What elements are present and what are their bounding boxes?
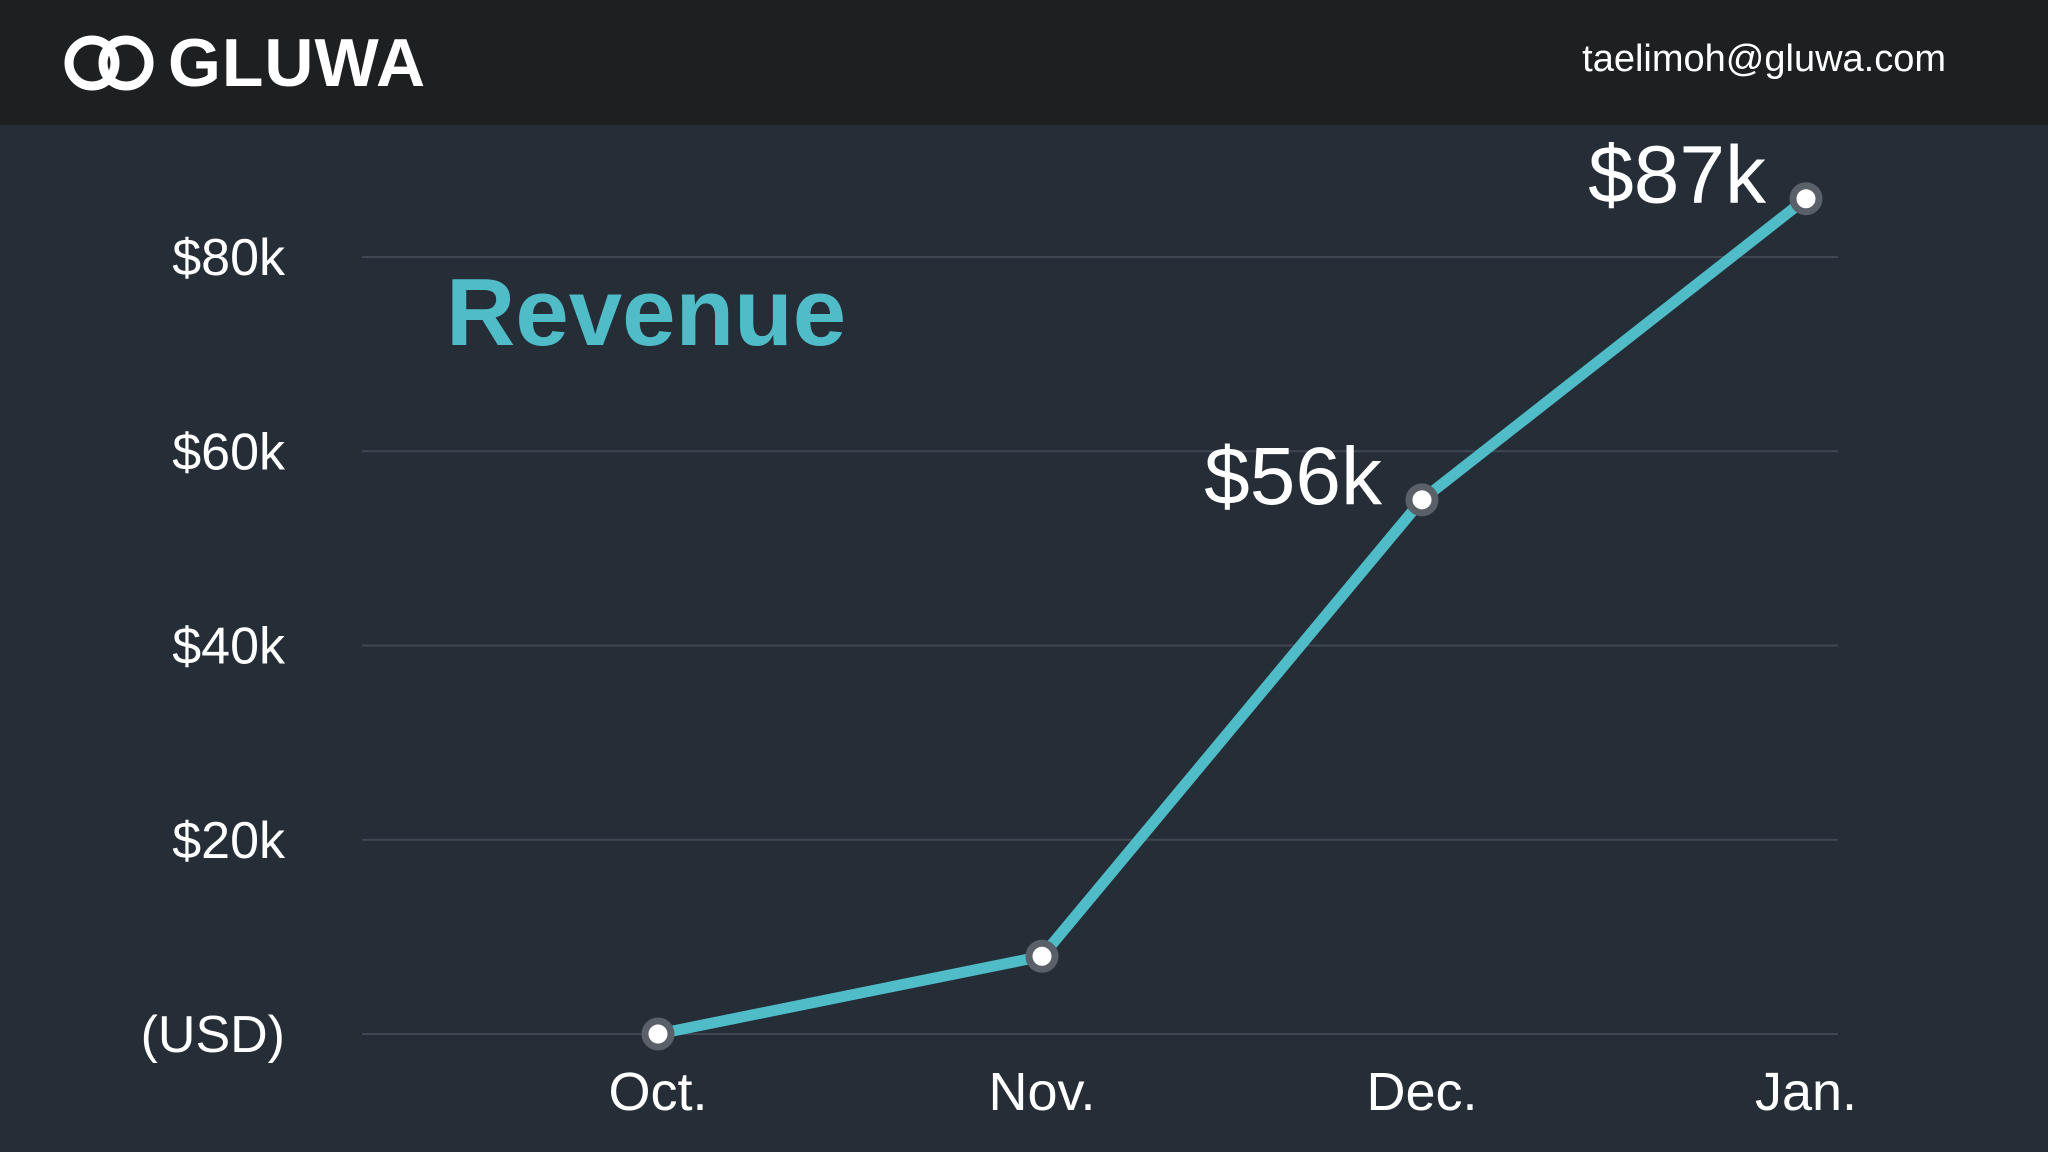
- brand-name: GLUWA: [168, 25, 427, 101]
- interlocked-rings-icon: [64, 35, 154, 91]
- y-tick-label-40: $40k: [172, 618, 286, 676]
- y-tick-label-80: $80k: [172, 229, 286, 287]
- y-tick-label-20: $20k: [172, 812, 286, 870]
- y-tick-label-60: $60k: [172, 423, 286, 481]
- data-point-0[interactable]: [641, 1017, 675, 1051]
- x-tick-label-3: Jan.: [1755, 1062, 1857, 1122]
- brand-logo[interactable]: GLUWA: [62, 28, 426, 98]
- y-axis-tick-labels: (USD) $20k $40k $60k $80k: [141, 229, 286, 1064]
- revenue-series-line: [652, 193, 1812, 1040]
- y-tick-label-0: (USD): [141, 1006, 285, 1064]
- x-tick-label-2: Dec.: [1366, 1062, 1477, 1122]
- data-label-3: $87k: [1588, 130, 1767, 221]
- user-email[interactable]: taelimoh@gluwa.com: [1582, 38, 1946, 80]
- data-point-3[interactable]: [1789, 182, 1823, 216]
- chart-title: Revenue: [446, 259, 847, 366]
- data-labels: $56k $87k: [1204, 130, 1767, 522]
- header-bar: GLUWA taelimoh@gluwa.com: [0, 0, 2048, 125]
- data-point-1[interactable]: [1025, 939, 1059, 973]
- gridlines: [362, 256, 1838, 1035]
- x-axis-category-labels: Oct. Nov. Dec. Jan.: [608, 1062, 1857, 1122]
- data-point-markers: [641, 182, 1823, 1051]
- data-label-2: $56k: [1204, 431, 1383, 522]
- data-point-2[interactable]: [1405, 483, 1439, 517]
- x-tick-label-1: Nov.: [988, 1062, 1095, 1122]
- x-tick-label-0: Oct.: [608, 1062, 707, 1122]
